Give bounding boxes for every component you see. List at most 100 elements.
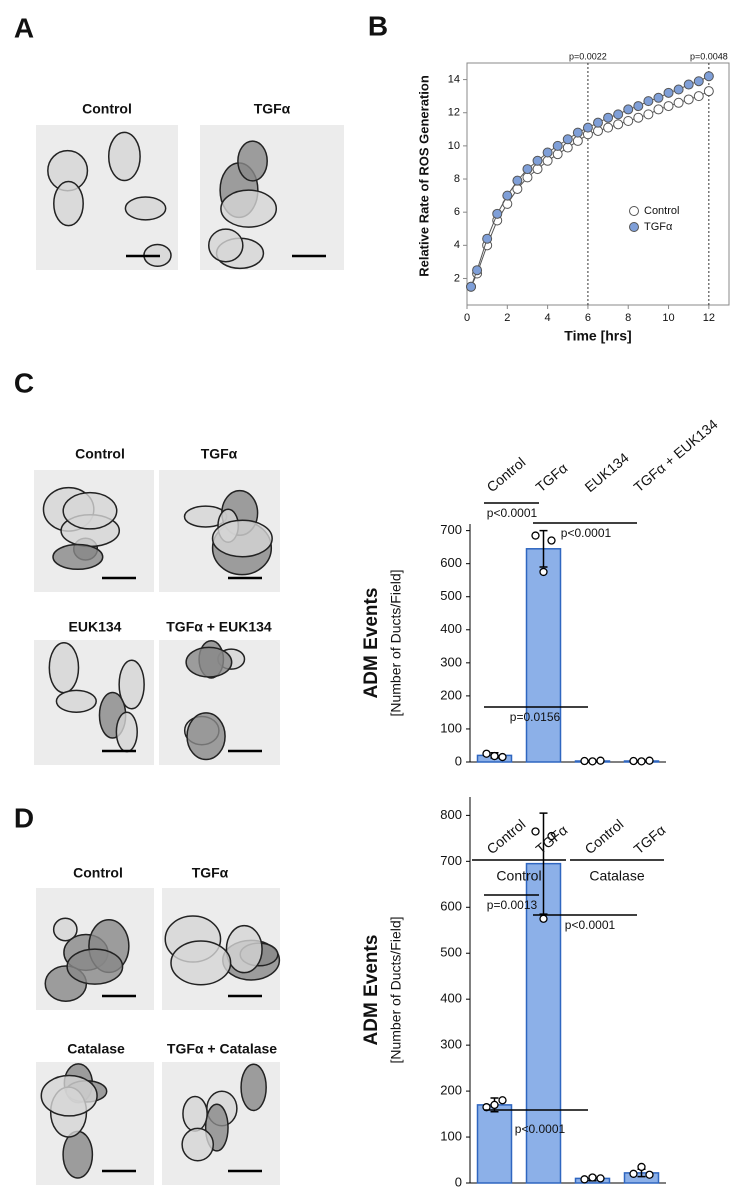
organoid — [124, 196, 167, 221]
y-tick-label: 600 — [440, 555, 462, 570]
organoid — [211, 519, 273, 558]
marker — [522, 172, 533, 183]
y-tick-label: 0 — [455, 1174, 462, 1189]
plot-frame — [466, 62, 730, 306]
marker — [502, 190, 513, 201]
marker — [653, 92, 664, 103]
marker — [633, 112, 644, 123]
image-label: TGFα + EUK134 — [166, 619, 272, 635]
marker — [532, 164, 543, 175]
organoid — [52, 917, 78, 942]
y-axis-title: ADM Events — [361, 935, 382, 1046]
category-label: Control — [582, 816, 627, 857]
marker — [572, 127, 583, 138]
image-label: TGFα — [201, 446, 238, 462]
y-tick-label: 500 — [440, 945, 462, 960]
data-point — [645, 1170, 654, 1179]
p-value: p<0.0001 — [487, 506, 538, 520]
p-value: p<0.0001 — [515, 1122, 566, 1136]
y-tick-label: 700 — [440, 522, 462, 537]
organoid — [52, 543, 104, 571]
organoid — [115, 711, 138, 753]
marker — [532, 155, 543, 166]
organoid — [55, 689, 97, 713]
marker — [703, 86, 714, 97]
image-label: TGFα — [192, 865, 229, 881]
organoid — [107, 131, 141, 182]
p-value: p=0.0022 — [569, 51, 607, 61]
y-tick-label: 700 — [440, 853, 462, 868]
marker — [522, 164, 533, 175]
y-tick-label: 200 — [440, 1083, 462, 1098]
marker — [673, 84, 684, 95]
marker — [472, 265, 483, 276]
category-label: EUK134 — [582, 449, 632, 495]
marker — [613, 119, 624, 130]
x-tick-label: 8 — [625, 312, 631, 324]
legend-label: TGFα — [644, 221, 673, 233]
legend-label: Control — [644, 205, 679, 217]
organoid — [62, 491, 118, 530]
image-label: Control — [75, 446, 125, 462]
organoid — [240, 1063, 267, 1112]
y-axis-subtitle: [Number of Ducts/Field] — [388, 916, 404, 1063]
organoid — [66, 948, 124, 985]
organoid — [118, 659, 145, 710]
bar — [525, 548, 562, 763]
p-value: p=0.0048 — [690, 51, 728, 61]
marker — [466, 281, 477, 292]
data-point — [490, 1100, 499, 1110]
marker — [593, 125, 603, 136]
organoid — [170, 940, 232, 986]
data-point — [637, 757, 646, 766]
marker — [542, 147, 553, 158]
marker — [552, 149, 563, 160]
y-axis-subtitle: [Number of Ducts/Field] — [388, 569, 404, 716]
data-point — [596, 1174, 605, 1183]
marker — [643, 96, 654, 107]
x-tick-label: 0 — [464, 312, 470, 324]
marker — [562, 142, 573, 153]
data-point — [645, 756, 654, 765]
y-tick-label: 14 — [448, 73, 460, 85]
y-tick-label: 100 — [440, 720, 462, 735]
organoid — [53, 180, 84, 227]
marker — [613, 109, 624, 120]
x-tick-label: 4 — [545, 312, 551, 324]
data-point — [490, 751, 499, 761]
legend-marker — [629, 206, 639, 216]
p-value: p=0.0013 — [487, 898, 538, 912]
y-tick-label: 400 — [440, 621, 462, 636]
series-line — [470, 90, 710, 287]
data-point — [588, 757, 597, 766]
y-tick-label: 2 — [454, 272, 460, 284]
y-tick-label: 10 — [448, 140, 460, 152]
marker — [653, 104, 664, 115]
y-tick-label: 8 — [454, 173, 460, 185]
category-label: TGFα — [533, 822, 571, 857]
image-label: Control — [73, 865, 123, 881]
organoid — [62, 1130, 94, 1179]
organoid — [186, 712, 226, 761]
data-point — [629, 1169, 638, 1178]
panel-letter: A — [14, 12, 34, 43]
marker — [582, 122, 593, 133]
panel-letter: D — [14, 802, 34, 833]
image-label: EUK134 — [69, 619, 122, 635]
panel-letter: B — [368, 10, 388, 41]
y-tick-label: 500 — [440, 588, 462, 603]
image-label: Control — [82, 101, 132, 117]
y-tick-label: 300 — [440, 1037, 462, 1052]
marker — [663, 101, 674, 112]
marker — [482, 233, 493, 244]
data-point — [539, 914, 548, 923]
marker — [593, 117, 603, 128]
legend-marker — [629, 222, 639, 232]
organoid — [208, 228, 244, 263]
p-value: p<0.0001 — [565, 918, 616, 932]
y-axis-title: Relative Rate of ROS Generation — [416, 75, 431, 277]
y-tick-label: 600 — [440, 899, 462, 914]
marker — [603, 112, 614, 123]
organoid — [185, 646, 233, 678]
